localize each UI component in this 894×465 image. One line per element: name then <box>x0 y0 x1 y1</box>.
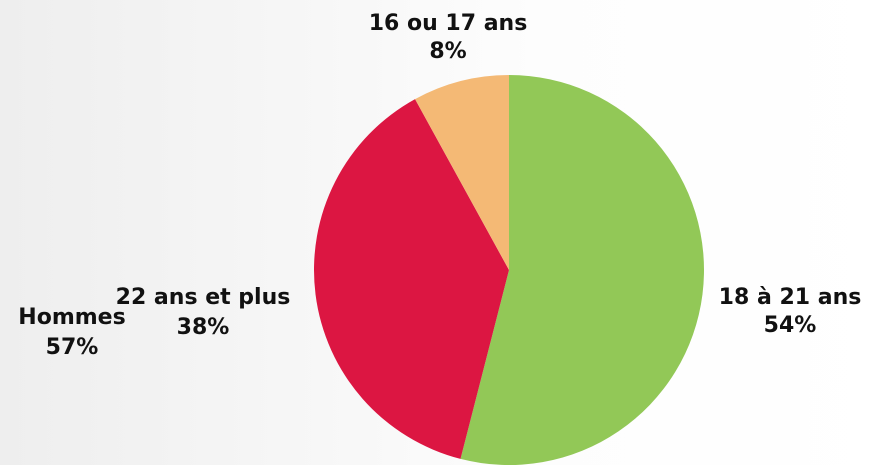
slice-value-label: 54% <box>764 313 817 338</box>
pie-slice <box>314 99 509 459</box>
slice-label: 18 à 21 ans <box>719 285 862 310</box>
annotation-text: Hommes <box>18 305 125 330</box>
pie-slice <box>415 75 509 270</box>
slice-label: 22 ans et plus <box>116 285 291 310</box>
slice-label: 16 ou 17 ans <box>369 11 528 36</box>
pie-slice <box>460 75 705 465</box>
annotation-value: 57% <box>46 335 99 360</box>
slice-value-label: 8% <box>429 39 466 64</box>
slice-value-label: 38% <box>177 315 230 340</box>
